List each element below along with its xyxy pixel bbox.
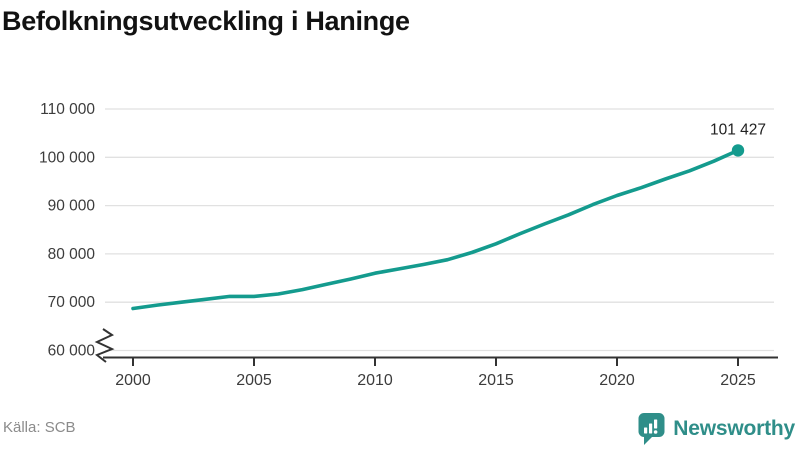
axis-break-icon [94,328,115,363]
latest-value-dot [731,144,745,157]
newsworthy-wordmark: Newsworthy [673,416,795,440]
x-tick-label: 2005 [236,372,272,389]
newsworthy-logo-icon [638,413,665,445]
chart-title: Befolkningsutveckling i Haninge [2,6,410,36]
y-tick-label: 110 000 [40,101,95,118]
y-tick-label: 70 000 [48,294,96,311]
population-line [131,148,740,311]
x-tick-label: 2015 [478,372,514,389]
y-tick-label: 60 000 [48,343,96,360]
x-tick-label: 2000 [115,372,151,389]
latest-value-label: 101 427 [710,121,766,138]
x-tick-label: 2020 [599,372,635,389]
population-line-chart: 110 000 100 000 90 000 80 000 70 000 60 000 20… [39,101,778,389]
y-tick-label: 90 000 [48,198,96,215]
x-tick-label: 2025 [720,372,756,389]
y-tick-label: 80 000 [48,246,96,263]
newsworthy-brand: Newsworthy [637,411,795,446]
x-tick-label: 2010 [357,372,393,389]
y-tick-label: 100 000 [39,149,95,166]
source-note: Källa: SCB [3,419,76,436]
